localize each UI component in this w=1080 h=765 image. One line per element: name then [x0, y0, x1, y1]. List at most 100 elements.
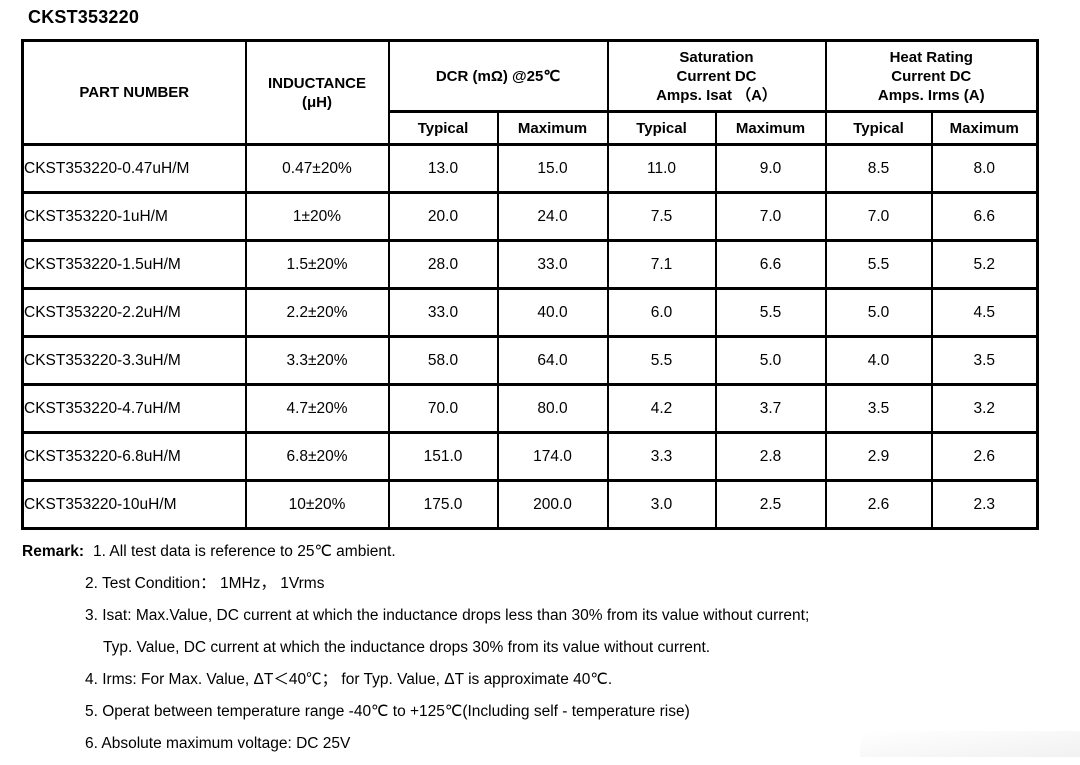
remark-line: 6. Absolute maximum voltage: DC 25V	[85, 733, 1062, 754]
remarks-section: Remark: 1. All test data is reference to …	[22, 541, 1062, 765]
cell-isat-maximum: 6.6	[714, 239, 827, 290]
cell-dcr-maximum: 15.0	[496, 143, 609, 194]
remark-line: 5. Operat between temperature range -40℃…	[85, 701, 1062, 722]
cell-dcr-typical: 20.0	[387, 191, 499, 242]
remark-line: 4. Irms: For Max. Value, ΔT＜40℃； for Typ…	[85, 669, 1062, 690]
cell-part-number: CKST353220-10uH/M	[21, 479, 247, 530]
sub-header-dcr-typical: Typical	[387, 110, 499, 146]
cell-isat-typical: 7.1	[606, 239, 717, 290]
cell-dcr-maximum: 33.0	[496, 239, 609, 290]
remark-line: 2. Test Condition： 1MHz， 1Vrms	[85, 573, 1062, 594]
cell-inductance: 10±20%	[244, 479, 390, 530]
table-row: CKST353220-2.2uH/M 2.2±20% 33.0 40.0 6.0…	[21, 287, 1039, 338]
sub-header-irms-typical: Typical	[824, 110, 933, 146]
cell-dcr-typical: 28.0	[387, 239, 499, 290]
col-header-inductance-line1: INDUCTANCE	[267, 74, 367, 92]
cell-irms-typical: 4.0	[824, 335, 933, 386]
cell-irms-maximum: 8.0	[930, 143, 1039, 194]
col-header-saturation-line2: Current DC	[676, 67, 757, 85]
cell-dcr-maximum: 24.0	[496, 191, 609, 242]
cell-dcr-maximum: 174.0	[496, 431, 609, 482]
cell-inductance: 0.47±20%	[244, 143, 390, 194]
cell-irms-maximum: 2.3	[930, 479, 1039, 530]
cell-dcr-maximum: 200.0	[496, 479, 609, 530]
cell-isat-typical: 3.3	[606, 431, 717, 482]
cell-isat-typical: 7.5	[606, 191, 717, 242]
col-header-heat-rating-line3: Amps. Irms (A)	[877, 86, 985, 104]
cell-isat-typical: 5.5	[606, 335, 717, 386]
col-header-inductance: INDUCTANCE (μH)	[244, 39, 390, 146]
col-header-saturation: Saturation Current DC Amps. Isat （A）	[606, 39, 827, 113]
cell-isat-typical: 11.0	[606, 143, 717, 194]
sub-header-dcr-maximum: Maximum	[496, 110, 609, 146]
cell-part-number: CKST353220-4.7uH/M	[21, 383, 247, 434]
cell-dcr-typical: 175.0	[387, 479, 499, 530]
spec-table: PART NUMBER INDUCTANCE (μH) DCR (mΩ) @25…	[21, 39, 1040, 530]
cell-isat-maximum: 5.5	[714, 287, 827, 338]
cell-isat-maximum: 9.0	[714, 143, 827, 194]
cell-irms-maximum: 3.2	[930, 383, 1039, 434]
sub-header-isat-typical: Typical	[606, 110, 717, 146]
remark-text: 1. All test data is reference to 25℃ amb…	[93, 543, 396, 560]
cell-irms-maximum: 2.6	[930, 431, 1039, 482]
cell-inductance: 2.2±20%	[244, 287, 390, 338]
cell-part-number: CKST353220-0.47uH/M	[21, 143, 247, 194]
remark-text: 3. Isat: Max.Value, DC current at which …	[85, 607, 810, 624]
cell-irms-maximum: 3.5	[930, 335, 1039, 386]
cell-isat-maximum: 2.5	[714, 479, 827, 530]
cell-part-number: CKST353220-1uH/M	[21, 191, 247, 242]
cell-irms-typical: 3.5	[824, 383, 933, 434]
cell-irms-typical: 5.5	[824, 239, 933, 290]
cell-irms-maximum: 5.2	[930, 239, 1039, 290]
remark-text: 2. Test Condition： 1MHz， 1Vrms	[85, 575, 325, 592]
col-header-saturation-line3: Amps. Isat （A）	[656, 86, 777, 104]
remark-text: 5. Operat between temperature range -40℃…	[85, 703, 690, 720]
page-title: CKST353220	[28, 7, 140, 27]
remark-line: Remark: 1. All test data is reference to …	[22, 541, 1062, 562]
cell-irms-maximum: 4.5	[930, 287, 1039, 338]
cell-part-number: CKST353220-2.2uH/M	[21, 287, 247, 338]
cell-dcr-maximum: 80.0	[496, 383, 609, 434]
cell-dcr-typical: 70.0	[387, 383, 499, 434]
sub-header-irms-maximum: Maximum	[930, 110, 1039, 146]
remark-label: Remark:	[22, 543, 85, 560]
cell-irms-typical: 5.0	[824, 287, 933, 338]
cell-inductance: 3.3±20%	[244, 335, 390, 386]
cell-isat-typical: 3.0	[606, 479, 717, 530]
table-row: CKST353220-0.47uH/M 0.47±20% 13.0 15.0 1…	[21, 143, 1039, 194]
cell-inductance: 1±20%	[244, 191, 390, 242]
cell-dcr-typical: 33.0	[387, 287, 499, 338]
cell-dcr-maximum: 64.0	[496, 335, 609, 386]
table-header: PART NUMBER INDUCTANCE (μH) DCR (mΩ) @25…	[21, 39, 1039, 146]
col-header-heat-rating-line1: Heat Rating	[889, 48, 973, 66]
table-row: CKST353220-1.5uH/M 1.5±20% 28.0 33.0 7.1…	[21, 239, 1039, 290]
cell-part-number: CKST353220-1.5uH/M	[21, 239, 247, 290]
remark-line: 3. Isat: Max.Value, DC current at which …	[85, 605, 1062, 626]
col-header-saturation-line1: Saturation	[679, 48, 754, 66]
cell-isat-typical: 6.0	[606, 287, 717, 338]
table-row: CKST353220-6.8uH/M 6.8±20% 151.0 174.0 3…	[21, 431, 1039, 482]
table-row: CKST353220-4.7uH/M 4.7±20% 70.0 80.0 4.2…	[21, 383, 1039, 434]
cell-irms-typical: 7.0	[824, 191, 933, 242]
cell-isat-maximum: 7.0	[714, 191, 827, 242]
cell-inductance: 4.7±20%	[244, 383, 390, 434]
col-header-heat-rating-line2: Current DC	[891, 67, 972, 85]
remarks-list: Remark: 1. All test data is reference to …	[22, 541, 1062, 754]
col-header-part-number: PART NUMBER	[21, 39, 247, 146]
table-row: CKST353220-1uH/M 1±20% 20.0 24.0 7.5 7.0…	[21, 191, 1039, 242]
table-row: CKST353220-10uH/M 10±20% 175.0 200.0 3.0…	[21, 479, 1039, 530]
remark-text: Typ. Value, DC current at which the indu…	[103, 639, 711, 656]
cell-dcr-maximum: 40.0	[496, 287, 609, 338]
sub-header-isat-maximum: Maximum	[714, 110, 827, 146]
cell-isat-maximum: 3.7	[714, 383, 827, 434]
cell-irms-maximum: 6.6	[930, 191, 1039, 242]
cell-irms-typical: 8.5	[824, 143, 933, 194]
table-row: CKST353220-3.3uH/M 3.3±20% 58.0 64.0 5.5…	[21, 335, 1039, 386]
col-header-dcr: DCR (mΩ) @25℃	[387, 39, 609, 113]
cell-inductance: 6.8±20%	[244, 431, 390, 482]
cell-isat-maximum: 5.0	[714, 335, 827, 386]
cell-irms-typical: 2.9	[824, 431, 933, 482]
cell-dcr-typical: 13.0	[387, 143, 499, 194]
col-header-inductance-line2: (μH)	[302, 93, 332, 111]
cell-isat-maximum: 2.8	[714, 431, 827, 482]
